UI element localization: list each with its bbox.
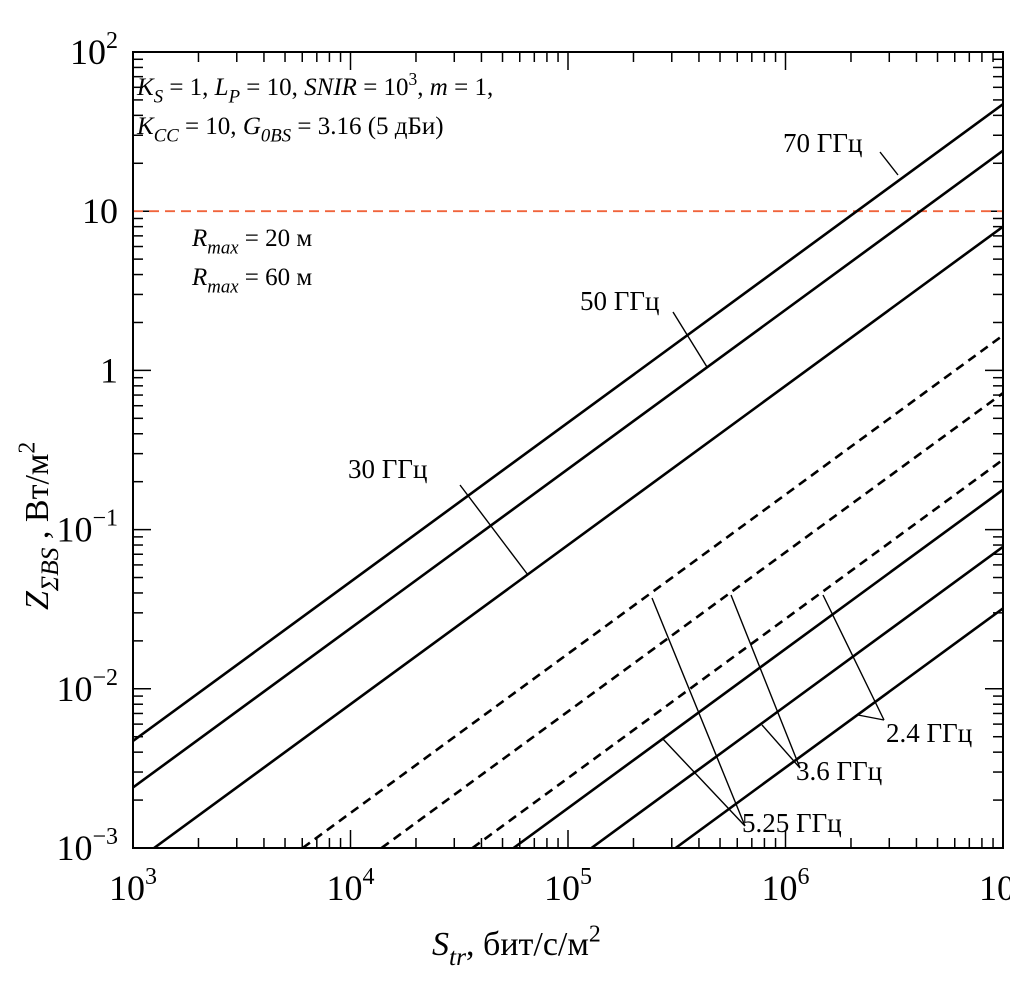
text-segment: K bbox=[136, 74, 155, 101]
x-tick-label: 106 bbox=[762, 864, 810, 908]
leader-line bbox=[651, 597, 746, 827]
leader-line bbox=[879, 151, 899, 176]
series-line bbox=[590, 545, 1003, 848]
frequency-label: 5.25 ГГц bbox=[742, 808, 842, 838]
y-tick-label: 10−1 bbox=[56, 506, 118, 550]
x-tick-label: 107 bbox=[979, 864, 1010, 908]
tick-exponent: −3 bbox=[92, 824, 118, 850]
text-segment: G bbox=[243, 113, 261, 140]
y-axis-label: ZΣBS , Вт/м2 bbox=[14, 442, 64, 610]
tick-exponent: −1 bbox=[92, 506, 118, 532]
tick-exponent: 4 bbox=[363, 864, 375, 890]
tick-exponent: 6 bbox=[798, 864, 810, 890]
tick-base: 10 bbox=[544, 868, 580, 908]
tick-exponent: −2 bbox=[92, 665, 118, 691]
frequency-label: 70 ГГц bbox=[783, 128, 862, 158]
leader-lines bbox=[459, 151, 899, 827]
text-segment: L bbox=[214, 74, 229, 101]
tick-exponent: 3 bbox=[145, 864, 157, 890]
legend-rmax-20: Rmax = 20 м bbox=[191, 225, 312, 259]
tick-base: 10 bbox=[109, 868, 145, 908]
text-segment: = 1, bbox=[448, 74, 493, 101]
frequency-label: 2.4 ГГц bbox=[886, 718, 972, 748]
leader-line bbox=[857, 714, 885, 721]
series-line bbox=[380, 392, 1003, 848]
text-segment: = 10, bbox=[240, 74, 304, 101]
series-line bbox=[512, 488, 1003, 848]
text-segment: max bbox=[207, 238, 239, 259]
frequency-label: 30 ГГц bbox=[348, 454, 427, 484]
text-segment: CC bbox=[154, 126, 180, 147]
x-tick-label: 105 bbox=[544, 864, 592, 908]
leader-line bbox=[822, 594, 885, 721]
tick-base: 10 bbox=[82, 191, 118, 231]
text-segment: max bbox=[207, 277, 239, 298]
leader-line bbox=[730, 594, 801, 769]
text-segment: S bbox=[432, 926, 449, 963]
axis-ticks bbox=[132, 52, 1003, 849]
text-segment: tr bbox=[449, 942, 466, 971]
text-segment: 3 bbox=[409, 69, 418, 89]
text-segment: , бит/с/м bbox=[466, 926, 589, 963]
leader-line bbox=[672, 311, 708, 368]
text-segment: Z bbox=[19, 590, 56, 610]
plot-frame bbox=[132, 51, 1004, 849]
leader-line bbox=[459, 484, 529, 576]
tick-base: 10 bbox=[979, 868, 1010, 908]
tick-base: 10 bbox=[56, 828, 92, 868]
frequency-label: 50 ГГц bbox=[580, 286, 659, 316]
series-line bbox=[674, 607, 1003, 848]
y-tick-label: 10 bbox=[82, 191, 118, 231]
series-line bbox=[133, 149, 1003, 789]
y-tick-label: 10−3 bbox=[56, 824, 118, 868]
text-segment: SNIR bbox=[304, 74, 357, 101]
text-segment: R bbox=[191, 225, 207, 252]
series-line bbox=[471, 458, 1003, 848]
text-segment: 2 bbox=[14, 442, 40, 454]
leader-line bbox=[761, 724, 801, 769]
text-segment: ΣBS bbox=[35, 547, 64, 592]
series-line bbox=[153, 225, 1003, 848]
parameters-line-2: KCC = 10, G0BS = 3.16 (5 дБи) bbox=[136, 113, 444, 147]
text-segment: , bbox=[417, 74, 430, 101]
tick-base: 10 bbox=[56, 669, 92, 709]
tick-exponent: 2 bbox=[106, 28, 118, 54]
text-segment: = 10, bbox=[179, 113, 243, 140]
x-tick-label: 104 bbox=[327, 864, 375, 908]
tick-exponent: 5 bbox=[580, 864, 592, 890]
series-line bbox=[301, 334, 1003, 848]
series-group bbox=[133, 103, 1003, 848]
y-tick-label: 1 bbox=[100, 350, 118, 390]
text-segment: = 20 м bbox=[239, 225, 313, 252]
text-segment: = 10 bbox=[357, 74, 409, 101]
tick-labels: 10310410510610710210110−110−210−3 bbox=[56, 28, 1010, 908]
text-segment: = 1, bbox=[163, 74, 215, 101]
tick-base: 10 bbox=[327, 868, 363, 908]
tick-base: 10 bbox=[70, 32, 106, 72]
legend-rmax-60: Rmax = 60 м bbox=[191, 264, 312, 298]
tick-base: 1 bbox=[100, 350, 118, 390]
x-tick-label: 103 bbox=[109, 864, 157, 908]
x-axis-label: Str, бит/с/м2 bbox=[432, 921, 601, 971]
text-segment: R bbox=[191, 264, 207, 291]
text-segment: K bbox=[136, 113, 155, 140]
annotations: KS = 1, LP = 10, SNIR = 103, m = 1,KCC =… bbox=[14, 69, 972, 971]
tick-base: 10 bbox=[56, 510, 92, 550]
series-line bbox=[133, 103, 1003, 743]
y-tick-label: 102 bbox=[70, 28, 118, 72]
text-segment: , Вт/м bbox=[19, 454, 56, 548]
text-segment: m bbox=[430, 74, 448, 101]
tick-base: 10 bbox=[762, 868, 798, 908]
frequency-label: 3.6 ГГц bbox=[796, 756, 882, 786]
text-segment: S bbox=[154, 87, 164, 108]
text-segment: P bbox=[228, 87, 240, 108]
text-segment: 2 bbox=[589, 921, 601, 947]
y-tick-label: 10−2 bbox=[56, 665, 118, 709]
text-segment: = 60 м bbox=[239, 264, 313, 291]
parameters-line-1: KS = 1, LP = 10, SNIR = 103, m = 1, bbox=[136, 69, 493, 108]
text-segment: = 3.16 (5 дБи) bbox=[291, 113, 443, 140]
text-segment: 0BS bbox=[261, 126, 292, 147]
leader-line bbox=[661, 737, 746, 827]
